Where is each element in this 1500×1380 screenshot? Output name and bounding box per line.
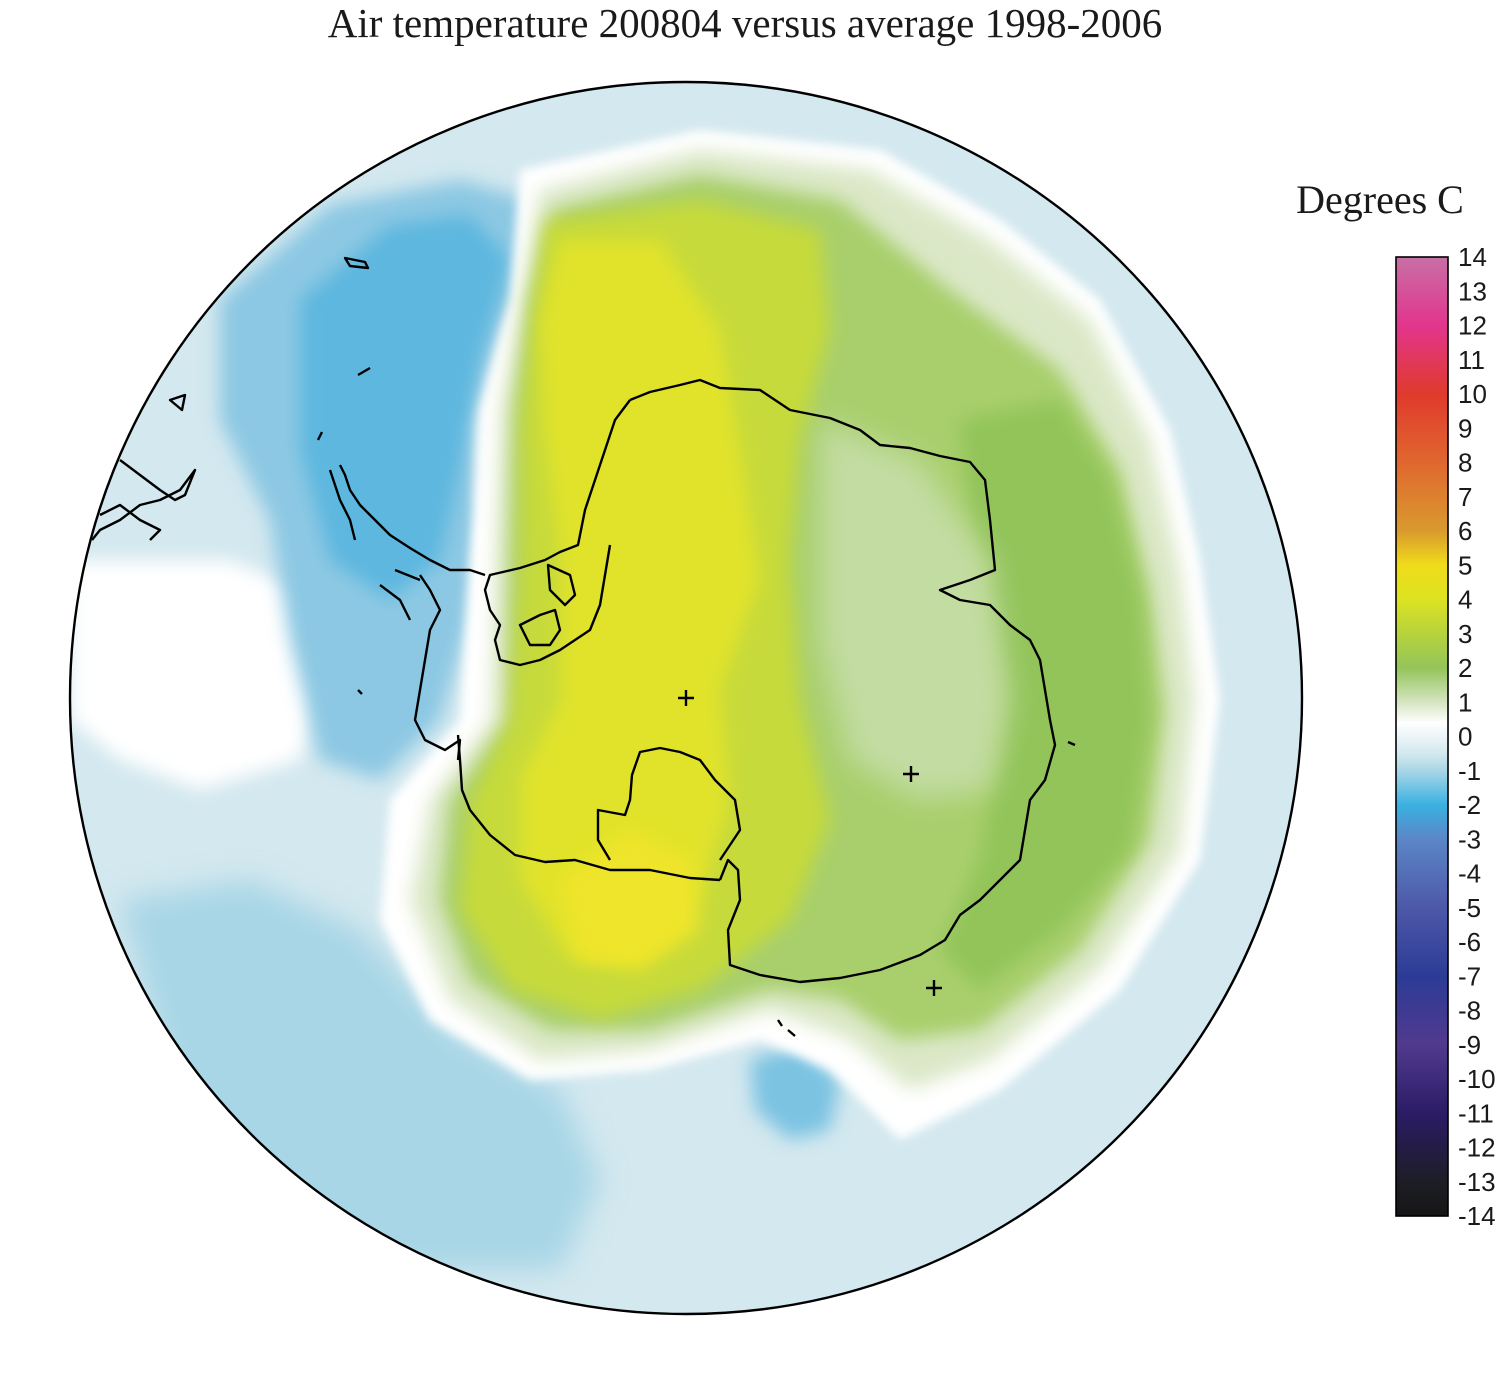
temperature-anomaly-field [70,82,1302,1314]
colorbar-tick-label: -2 [1458,790,1481,820]
island-small-5 [357,689,363,695]
colorbar-tick-label: 14 [1458,242,1487,272]
south-america-tip [91,459,197,541]
ross-sea-coast [456,734,721,882]
colorbar-tick-label: -11 [1458,1098,1494,1128]
east-antarctica-coast [629,378,1057,984]
colorbar-tick-label: 11 [1458,345,1485,375]
colorbar-tick-label: 13 [1458,276,1487,306]
colorbar-tick-label: -7 [1458,961,1481,991]
colorbar-ticks: 14131211109876543210-1-2-3-4-5-6-7-8-9-1… [1458,242,1496,1231]
colorbar-tick-label: 12 [1458,311,1487,341]
ross-ice-shelf [596,746,742,861]
island-small-4 [316,431,324,441]
colorbar-tick-label: -1 [1458,756,1481,786]
colorbar-units-label: Degrees C [1296,177,1464,222]
colorbar-tick-label: 2 [1458,653,1472,683]
colorbar-tick-label: -3 [1458,824,1481,854]
island-falklands [343,256,370,270]
strong-cold-core [300,215,510,600]
warm-anomaly-yellow-core [520,240,760,960]
antarctic-peninsula [338,464,486,761]
peninsula-islands [328,469,421,621]
near-zero-region-west [70,560,320,790]
colorbar-tick-label: 3 [1458,619,1472,649]
colorbar-tick-label: -5 [1458,893,1481,923]
pole-markers [678,690,942,996]
colorbar-tick-label: -9 [1458,1030,1481,1060]
island-small-3 [1067,740,1076,747]
colorbar-tick-label: 5 [1458,550,1472,580]
weddell-coast [483,399,631,667]
colorbar-tick-label: 0 [1458,722,1472,752]
colorbar: 14131211109876543210-1-2-3-4-5-6-7-8-9-1… [1395,242,1496,1231]
marker-east [903,766,919,782]
colorbar-tick-label: 1 [1458,687,1472,717]
marker-south-pole [678,690,694,706]
colorbar-tick-label: -8 [1458,996,1481,1026]
colorbar-tick-label: 7 [1458,482,1472,512]
berkner-island [546,563,577,607]
marker-southeast [926,980,942,996]
colorbar-tick-label: -4 [1458,859,1481,889]
map-title: Air temperature 200804 versus average 19… [327,0,1163,46]
island-small-1 [168,393,187,412]
weddell-ice-shelf [518,608,562,647]
colorbar-tick-label: 10 [1458,379,1487,409]
colorbar-tick-label: 9 [1458,413,1472,443]
colorbar-tick-label: -13 [1458,1167,1496,1197]
colorbar-tick-label: 6 [1458,516,1472,546]
colorbar-tick-label: -10 [1458,1064,1496,1094]
antarctica-coastline [91,256,1076,1037]
warm-anomaly-pale-east [820,420,1010,800]
colorbar-tick-label: 8 [1458,448,1472,478]
colorbar-tick-label: 4 [1458,585,1472,615]
map-disk-outline [68,80,1304,1316]
colorbar-gradient [1396,257,1448,1216]
colorbar-tick-label: -6 [1458,927,1481,957]
colorbar-tick-label: -14 [1458,1201,1496,1231]
colorbar-tick-label: -12 [1458,1133,1496,1163]
island-small-2 [777,1019,796,1037]
colorbar-frame [1395,256,1449,1217]
island-south-georgia [357,366,371,377]
cold-spot-south [750,1045,840,1140]
